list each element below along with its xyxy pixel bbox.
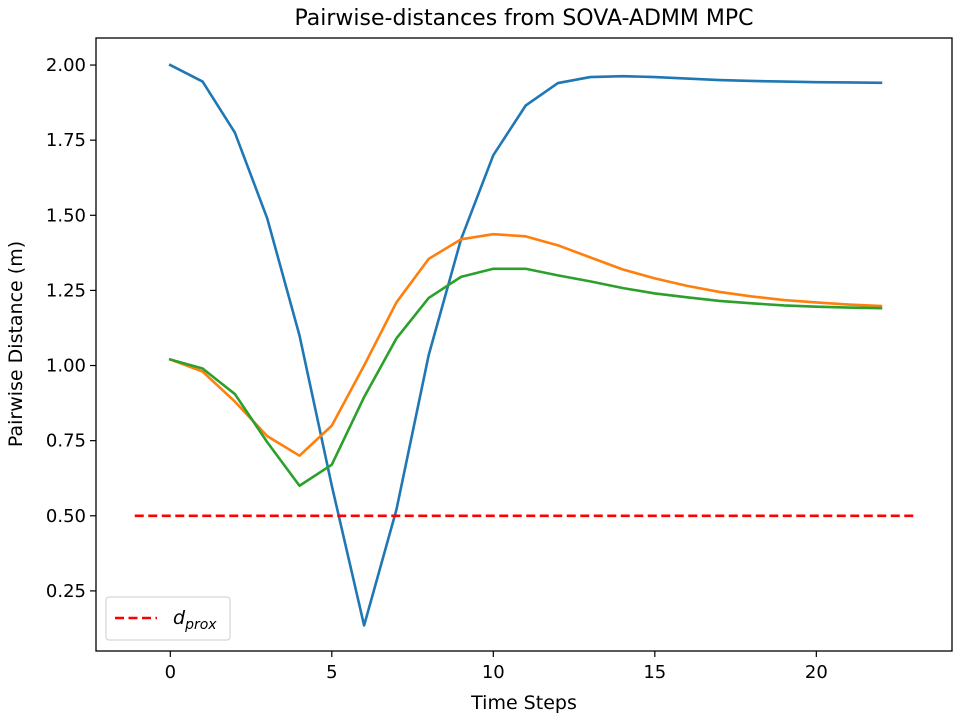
- x-tick-label: 0: [165, 662, 176, 683]
- x-tick-label: 10: [482, 662, 505, 683]
- y-tick-label: 0.75: [46, 431, 86, 452]
- y-tick-label: 0.50: [46, 506, 86, 527]
- x-axis-label: Time Steps: [470, 692, 577, 714]
- series-line-2: [168, 232, 883, 457]
- x-tick-label: 20: [805, 662, 828, 683]
- plot-lines: [134, 63, 917, 627]
- y-tick-label: 1.25: [46, 280, 86, 301]
- y-tick-label: 2.00: [46, 55, 86, 76]
- x-tick-label: 5: [326, 662, 337, 683]
- x-axis-ticks: 0 5 10 15 20: [165, 651, 828, 683]
- y-tick-label: 1.75: [46, 130, 86, 151]
- x-tick-label: 15: [643, 662, 666, 683]
- legend: dprox: [105, 596, 231, 641]
- legend-dprox-label: dprox: [173, 607, 217, 633]
- y-tick-label: 1.50: [46, 205, 86, 226]
- chart-title: Pairwise-distances from SOVA-ADMM MPC: [295, 6, 754, 31]
- series-line-1: [168, 63, 883, 627]
- plot-frame: [95, 37, 953, 652]
- legend-box: [105, 596, 231, 641]
- y-tick-label: 1.00: [46, 356, 86, 377]
- y-tick-label: 0.25: [46, 581, 86, 602]
- y-axis-label: Pairwise Distance (m): [5, 241, 27, 447]
- series-line-3: [168, 267, 883, 488]
- y-axis-ticks: 0.25 0.50 0.75 1.00 1.25 1.50 1.75 2.00: [46, 55, 96, 602]
